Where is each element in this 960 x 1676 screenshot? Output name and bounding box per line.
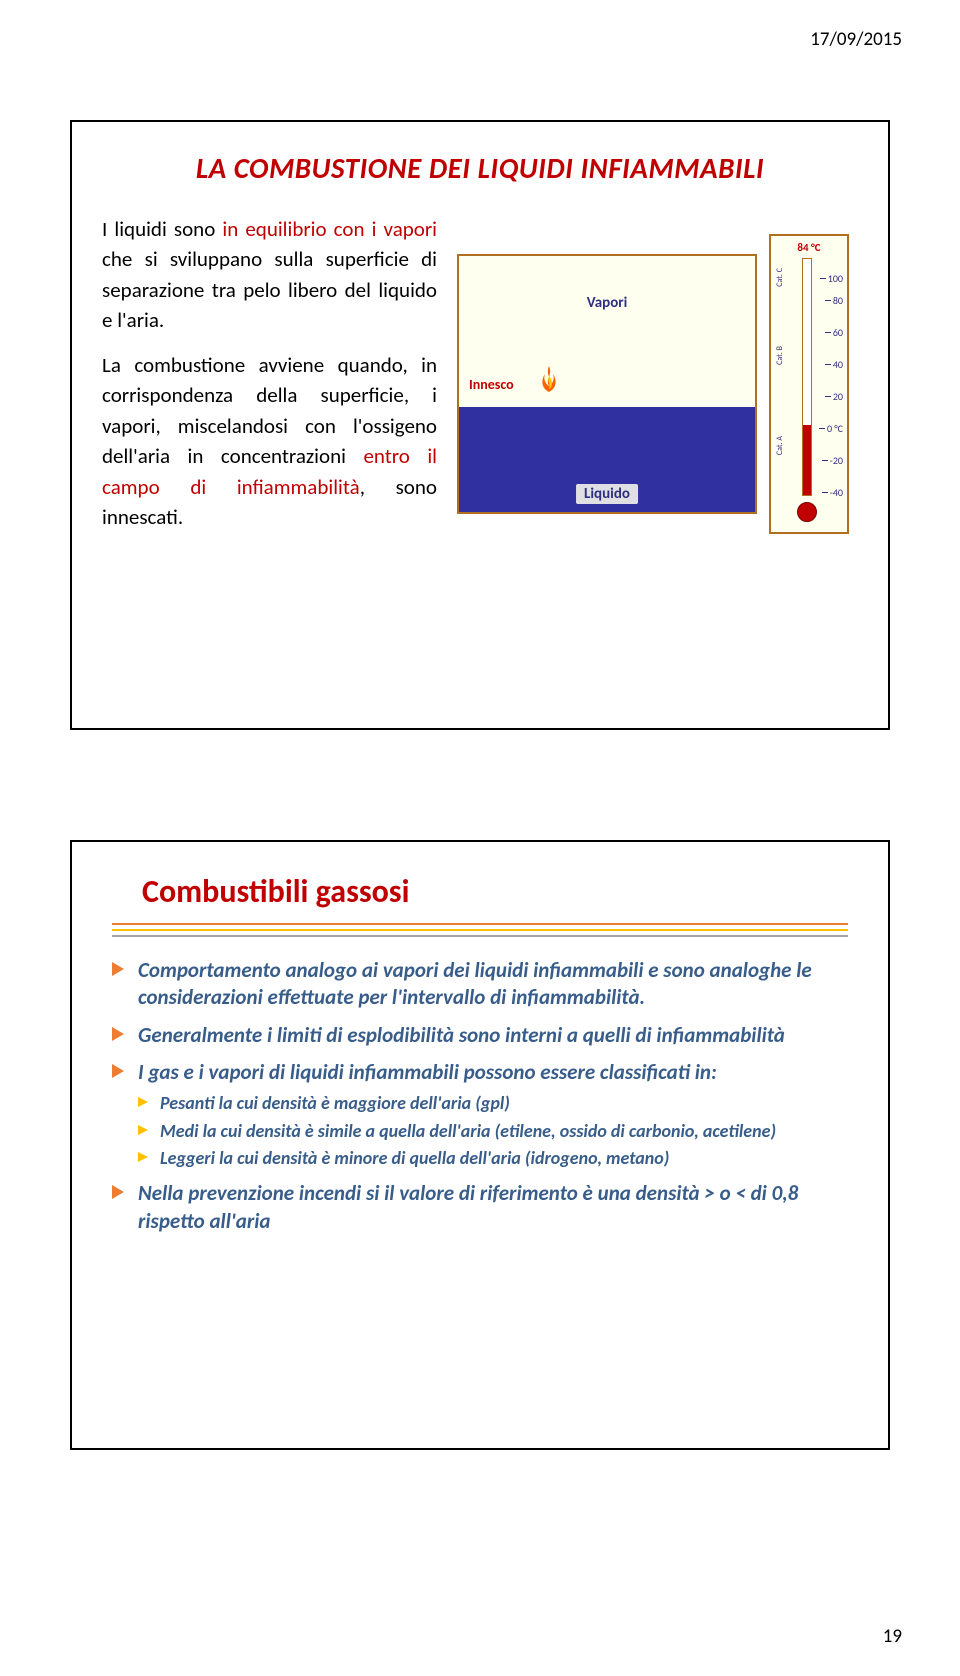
slide-combustione: LA COMBUSTIONE DEI LIQUIDI INFIAMMABILI … — [70, 120, 890, 730]
bullet-text: Leggeri la cui densità è minore di quell… — [160, 1147, 669, 1169]
slide1-diagram: Vapori Innesco Liquido 84 °C 100 80 60 40 20… — [457, 214, 858, 546]
slide1-text: I liquidi sono in equilibrio con i vapor… — [102, 214, 437, 546]
bullet-text: Generalmente i limiti di esplodibilità s… — [138, 1022, 785, 1048]
thermo-bulb — [797, 502, 817, 522]
title-pre: LA COMBUSTIONE DEI — [196, 150, 478, 186]
triangle-icon — [138, 1097, 148, 1107]
bullet-lvl2: Pesanti la cui densità è maggiore dell'a… — [138, 1092, 848, 1115]
triangle-icon — [112, 1185, 124, 1199]
triangle-icon — [138, 1152, 148, 1162]
slide-combustibili-gassosi: Combustibili gassosi Comportamento analo… — [70, 840, 890, 1450]
triangle-icon — [112, 962, 124, 976]
p1-pre: I liquidi sono — [102, 216, 222, 242]
slide2-inner: Combustibili gassosi Comportamento analo… — [72, 842, 888, 1275]
vapor-label: Vapori — [587, 294, 628, 312]
bullet-lvl1: I gas e i vapori di liquidi infiammabili… — [112, 1059, 848, 1170]
innesco-label: Innesco — [469, 376, 514, 393]
para2: La combustione avviene quando, in corris… — [102, 350, 437, 533]
title-underline — [112, 923, 848, 939]
slide1-title: LA COMBUSTIONE DEI LIQUIDI INFIAMMABILI — [72, 150, 888, 186]
triangle-icon — [112, 1027, 124, 1041]
thermo-tick: -20 — [830, 456, 843, 466]
triangle-icon — [138, 1125, 148, 1135]
underline-grey — [112, 935, 848, 937]
slide1-body: I liquidi sono in equilibrio con i vapor… — [72, 214, 888, 566]
thermo-cat-label: Cat. B — [775, 346, 785, 365]
slide2-title: Combustibili gassosi — [142, 872, 848, 911]
thermometer: 84 °C 100 80 60 40 20 0 °C -20 -40 Cat. C Cat. B C… — [769, 234, 849, 534]
sub-bullets: Pesanti la cui densità è maggiore dell'a… — [138, 1092, 848, 1170]
bullet-lvl2: Leggeri la cui densità è minore di quell… — [138, 1147, 848, 1170]
tank: Vapori Innesco Liquido — [457, 254, 757, 514]
flame-icon — [537, 364, 561, 404]
bullet-text: Nella prevenzione incendi si il valore d… — [138, 1180, 798, 1233]
page-date: 17/09/2015 — [810, 28, 902, 51]
underline-orange — [112, 923, 848, 925]
bullet-text: Medi la cui densità è simile a quella de… — [160, 1120, 776, 1142]
liquid-label: Liquido — [576, 484, 638, 504]
thermo-tick: 20 — [833, 392, 843, 402]
thermo-tick: 60 — [833, 328, 843, 338]
p1-red: in equilibrio con i vapori — [222, 216, 437, 242]
bullet-lvl1: Generalmente i limiti di esplodibilità s… — [112, 1022, 848, 1049]
bullet-text: Pesanti la cui densità è maggiore dell'a… — [160, 1092, 510, 1114]
title-bold: LIQUIDI INFIAMMABILI — [478, 150, 765, 186]
bullet-text: Comportamento analogo ai vapori dei liqu… — [138, 957, 812, 1010]
thermo-fill — [803, 425, 811, 495]
thermo-tube — [802, 258, 812, 496]
thermo-tick: 40 — [833, 360, 843, 370]
page-number: 19 — [883, 1625, 902, 1648]
slide2-bullets: Comportamento analogo ai vapori dei liqu… — [112, 957, 848, 1235]
p1-post: che si sviluppano sulla superficie di se… — [102, 246, 437, 333]
bullet-lvl1: Nella prevenzione incendi si il valore d… — [112, 1180, 848, 1235]
triangle-icon — [112, 1064, 124, 1078]
thermo-top-label: 84 °C — [797, 241, 820, 254]
thermo-tick: 0 °C — [827, 424, 843, 434]
thermo-cat-label: Cat. A — [775, 436, 785, 455]
bullet-text: I gas e i vapori di liquidi infiammabili… — [138, 1059, 717, 1085]
bullet-lvl2: Medi la cui densità è simile a quella de… — [138, 1120, 848, 1143]
thermo-cat-label: Cat. C — [775, 268, 785, 287]
bullet-lvl1: Comportamento analogo ai vapori dei liqu… — [112, 957, 848, 1012]
thermo-tick: 80 — [833, 296, 843, 306]
thermo-tick: 100 — [828, 274, 843, 284]
thermo-tick: -40 — [830, 488, 843, 498]
para1: I liquidi sono in equilibrio con i vapor… — [102, 214, 437, 336]
underline-yellow — [112, 929, 848, 931]
